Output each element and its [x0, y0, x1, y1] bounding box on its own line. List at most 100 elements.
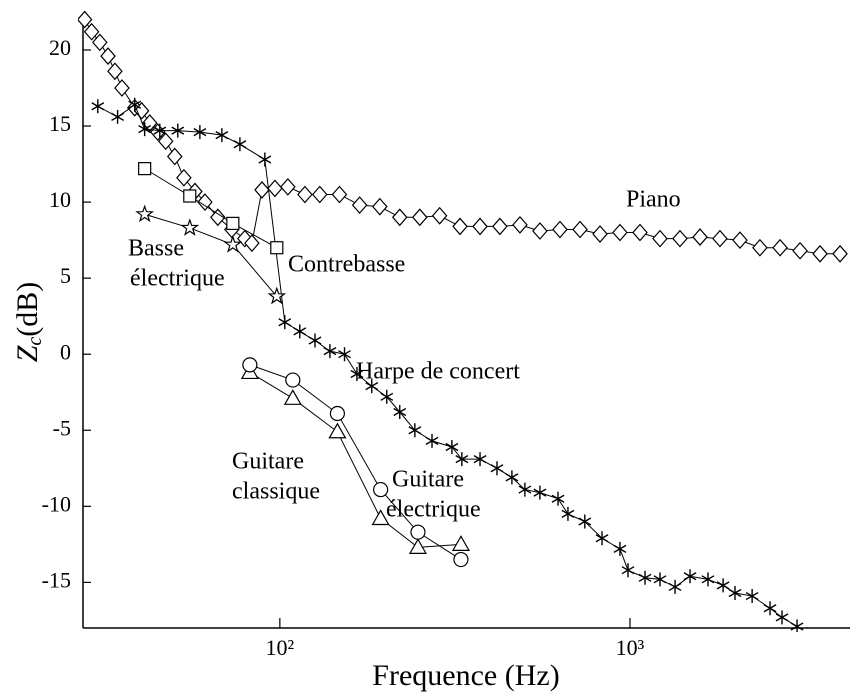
series-line — [144, 213, 278, 297]
asterisk-marker — [91, 99, 105, 114]
asterisk-marker — [728, 586, 742, 601]
y-tick-label: 0 — [60, 339, 71, 364]
diamond-marker — [632, 223, 648, 242]
asterisk-marker — [111, 109, 125, 124]
asterisk-marker — [668, 579, 682, 594]
diamond-marker — [311, 185, 328, 204]
asterisk-marker — [578, 514, 592, 529]
star-marker — [223, 234, 243, 253]
diamond-marker — [331, 185, 348, 204]
diamond-marker — [452, 217, 468, 236]
asterisk-marker — [171, 123, 185, 138]
circle-marker — [285, 372, 301, 388]
asterisk-marker — [621, 563, 635, 578]
triangle-marker — [371, 509, 390, 526]
asterisk-marker — [613, 541, 627, 556]
y-tick-label: -10 — [42, 491, 71, 516]
asterisk-marker — [551, 491, 565, 506]
diamond-marker — [732, 231, 748, 250]
diamond-marker — [114, 79, 130, 97]
diamond-marker — [391, 208, 408, 227]
circle-marker — [410, 524, 426, 540]
asterisk-marker — [561, 506, 575, 521]
diamond-marker — [280, 177, 296, 196]
asterisk-marker — [338, 347, 351, 362]
triangle-marker — [328, 422, 347, 439]
asterisk-marker — [473, 452, 487, 467]
diamond-marker — [210, 208, 226, 227]
asterisk-marker — [595, 531, 609, 546]
square-marker — [226, 216, 240, 230]
diamond-marker — [297, 185, 313, 204]
asterisk-marker — [518, 482, 532, 497]
diamond-marker — [166, 147, 183, 166]
triangle-marker — [408, 538, 428, 554]
series-line — [144, 168, 278, 249]
diamond-marker — [351, 196, 368, 215]
asterisk-marker — [138, 122, 152, 137]
y-tick-label: 20 — [49, 35, 71, 60]
annotation: Guitare — [392, 467, 464, 493]
triangle-marker — [451, 535, 470, 551]
diamond-marker — [431, 206, 448, 225]
diamond-marker — [372, 197, 388, 216]
y-tick-label: 5 — [60, 263, 71, 288]
asterisk-marker — [683, 569, 697, 584]
square-marker — [270, 241, 284, 255]
asterisk-marker — [408, 423, 422, 438]
y-tick-label: -5 — [53, 415, 71, 440]
asterisk-marker — [323, 344, 337, 359]
asterisk-marker — [258, 152, 272, 167]
diamond-marker — [411, 208, 428, 227]
x-tick-label: 10² — [266, 635, 295, 660]
asterisk-marker — [350, 366, 364, 381]
annotation: Guitare — [232, 449, 304, 475]
asterisk-marker — [365, 379, 379, 394]
diamond-marker — [772, 238, 788, 257]
asterisk-marker — [775, 610, 789, 625]
series-line — [249, 372, 461, 548]
y-tick-label: 15 — [49, 111, 71, 136]
asterisk-marker — [425, 433, 439, 448]
asterisk-marker — [505, 470, 519, 485]
annotation: classique — [232, 479, 320, 505]
diamond-marker — [512, 215, 528, 234]
circle-marker — [242, 357, 258, 373]
asterisk-marker — [533, 485, 547, 500]
asterisk-marker — [763, 601, 777, 616]
diamond-marker — [752, 238, 768, 257]
diamond-marker — [572, 220, 588, 239]
y-label-main: Z — [11, 345, 44, 362]
x-axis-label: Frequence (Hz) — [372, 659, 559, 692]
circle-marker — [373, 481, 389, 498]
circle-marker — [329, 405, 346, 422]
diamond-marker — [141, 114, 158, 132]
diamond-marker — [792, 241, 808, 260]
asterisk-marker — [128, 97, 142, 112]
asterisk-marker — [380, 389, 394, 404]
diamond-marker — [532, 222, 548, 240]
asterisk-marker — [293, 324, 307, 339]
annotation: électrique — [130, 266, 225, 292]
diamond-marker — [692, 228, 708, 246]
diamond-marker — [612, 223, 628, 242]
triangle-marker — [283, 389, 302, 405]
asterisk-marker — [638, 570, 652, 585]
diamond-marker — [176, 168, 192, 187]
diamond-marker — [100, 47, 116, 65]
asterisk-marker — [490, 461, 504, 476]
annotation: Basse — [128, 236, 184, 262]
diamond-marker — [672, 229, 688, 248]
annotation: Piano — [626, 187, 681, 213]
diamond-marker — [472, 217, 488, 236]
diamond-marker — [107, 62, 123, 81]
annotation: électrique — [386, 497, 481, 523]
asterisk-marker — [393, 405, 407, 420]
asterisk-marker — [278, 315, 292, 330]
asterisk-marker — [790, 619, 804, 632]
asterisk-marker — [701, 572, 715, 587]
diamond-marker — [244, 234, 260, 253]
asterisk-marker — [193, 125, 207, 140]
